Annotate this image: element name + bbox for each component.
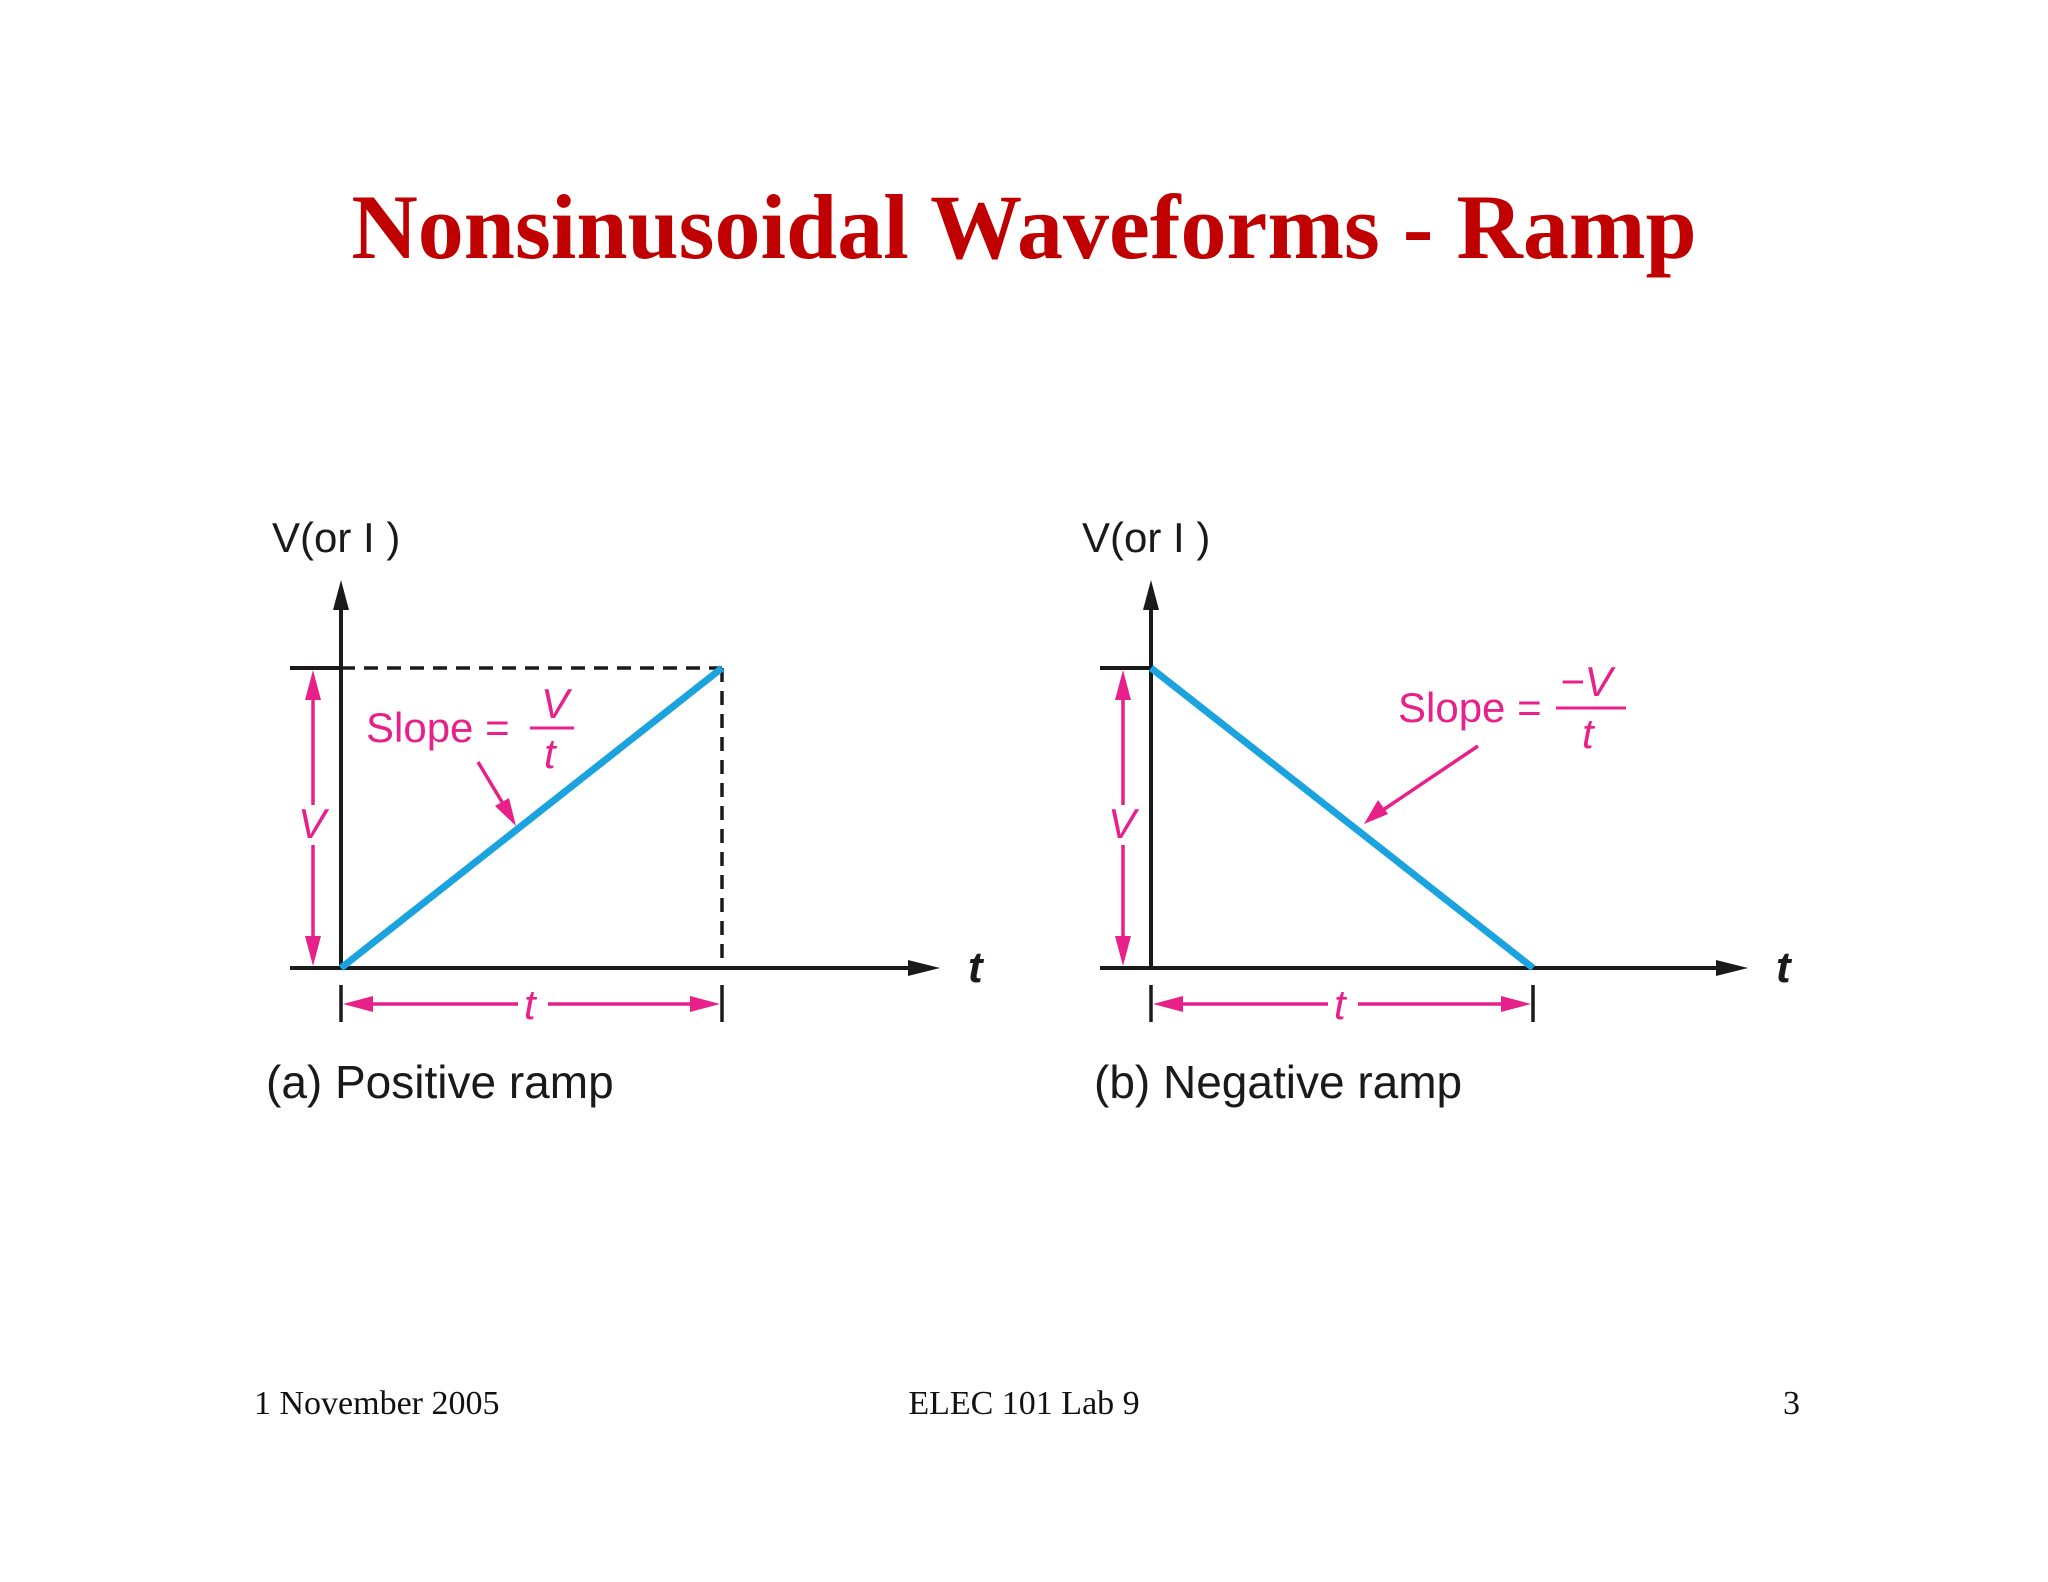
slope-numerator-b: −V xyxy=(1560,658,1617,705)
x-axis-label-a: t xyxy=(968,943,985,992)
duration-arrow-a xyxy=(339,985,724,1022)
amplitude-label-a: V xyxy=(298,800,330,847)
footer-date: 1 November 2005 xyxy=(254,1385,500,1422)
figure-positive-ramp: V(or I ) t V t xyxy=(266,514,985,1108)
slope-denominator-a: t xyxy=(544,730,558,777)
x-axis-arrowhead-b xyxy=(1716,960,1748,976)
slide-title: Nonsinusoidal Waveforms - Ramp xyxy=(351,176,1697,278)
ramp-line-negative xyxy=(1148,665,1536,971)
duration-label-a: t xyxy=(524,981,538,1028)
slope-pointer-arrow-a xyxy=(476,761,516,826)
ramp-line-positive xyxy=(338,665,725,971)
y-axis-label-b: V(or I ) xyxy=(1082,514,1210,561)
amplitude-arrow-a xyxy=(305,670,321,966)
y-axis-arrowhead-a xyxy=(333,580,349,610)
caption-a: (a) Positive ramp xyxy=(266,1056,614,1108)
amplitude-arrow-b xyxy=(1115,670,1131,966)
caption-b: (b) Negative ramp xyxy=(1094,1056,1462,1108)
duration-label-b: t xyxy=(1334,981,1348,1028)
footer-course: ELEC 101 Lab 9 xyxy=(908,1385,1140,1422)
slope-prefix-b: Slope = xyxy=(1398,684,1542,731)
y-axis-arrowhead-b xyxy=(1143,580,1159,610)
x-axis-label-b: t xyxy=(1776,943,1793,992)
slope-denominator-b: t xyxy=(1582,710,1596,757)
slope-pointer-arrow-b xyxy=(1364,744,1479,824)
figure-negative-ramp: V(or I ) t V t Slope = xyxy=(1082,514,1793,1108)
duration-arrow-b xyxy=(1149,985,1535,1022)
y-axis-label-a: V(or I ) xyxy=(272,514,400,561)
x-axis-arrowhead-a xyxy=(908,960,940,976)
footer-page-number: 3 xyxy=(1783,1385,1800,1422)
slope-numerator-a: V xyxy=(541,680,573,727)
slope-prefix-a: Slope = xyxy=(366,704,510,751)
amplitude-label-b: V xyxy=(1108,800,1140,847)
